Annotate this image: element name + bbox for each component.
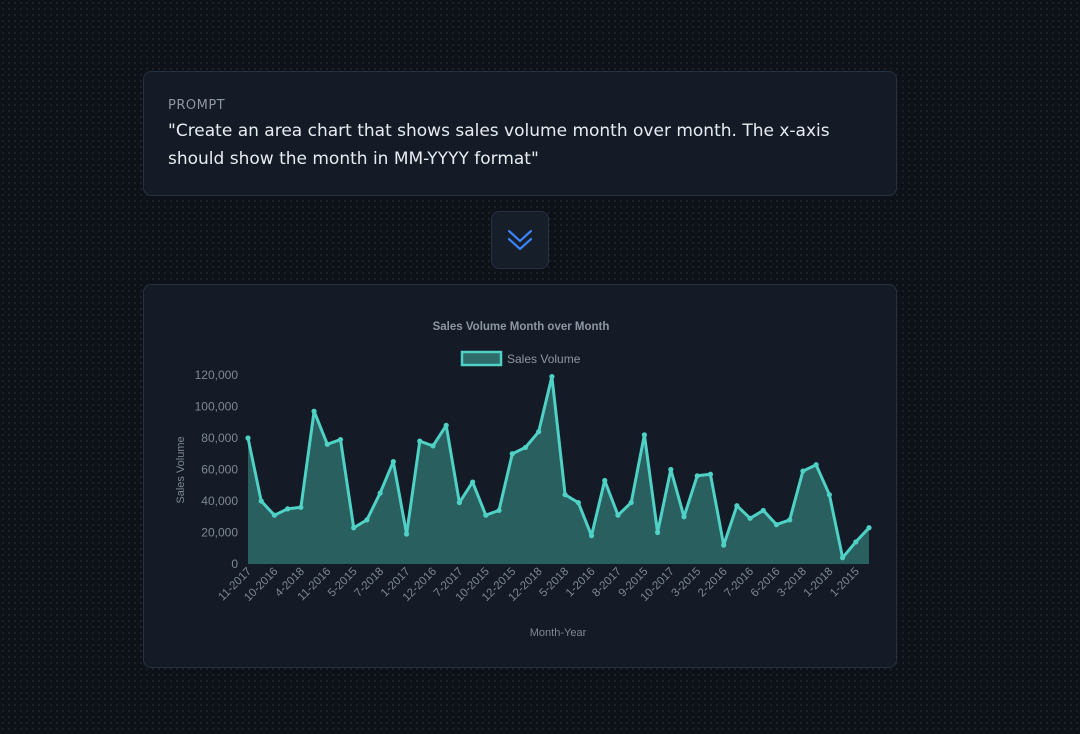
data-point[interactable]: [575, 499, 581, 506]
data-point[interactable]: [522, 444, 529, 451]
data-point[interactable]: [417, 438, 423, 444]
y-axis: 0 20,000 40,000 60,000 80,000 100,000 120,000: [195, 368, 239, 571]
data-point[interactable]: [364, 517, 370, 523]
data-point[interactable]: [866, 525, 872, 531]
data-point[interactable]: [602, 477, 608, 484]
data-points: [245, 373, 872, 561]
transition-arrow: [491, 211, 549, 269]
data-point[interactable]: [813, 462, 819, 468]
x-axis: 11-201710-20164-201811-20165-20157-20181…: [216, 566, 862, 604]
y-tick-label: 0: [231, 557, 238, 571]
data-point[interactable]: [694, 473, 700, 479]
data-point[interactable]: [681, 514, 687, 520]
prompt-label: PROMPT: [168, 98, 226, 113]
data-point[interactable]: [747, 515, 753, 521]
data-point[interactable]: [456, 499, 463, 506]
data-point[interactable]: [760, 507, 766, 514]
data-point[interactable]: [536, 429, 542, 435]
data-point[interactable]: [298, 504, 304, 510]
chart-card: Sales Volume Month over Month Sales Volu…: [143, 284, 897, 668]
y-tick-label: 100,000: [195, 400, 239, 414]
data-point[interactable]: [258, 498, 264, 504]
data-point[interactable]: [588, 533, 595, 539]
data-point[interactable]: [641, 432, 647, 438]
chart-title: Sales Volume Month over Month: [433, 321, 610, 333]
data-point[interactable]: [337, 436, 344, 443]
data-point[interactable]: [707, 471, 714, 477]
data-point[interactable]: [853, 539, 859, 545]
data-point[interactable]: [615, 512, 621, 518]
data-point[interactable]: [245, 435, 251, 441]
data-point[interactable]: [668, 466, 674, 473]
y-tick-label: 80,000: [201, 431, 238, 445]
prompt-text: "Create an area chart that shows sales v…: [168, 121, 830, 169]
data-point[interactable]: [496, 507, 502, 514]
legend-label[interactable]: Sales Volume: [507, 352, 581, 366]
data-point[interactable]: [734, 503, 740, 509]
data-point[interactable]: [562, 492, 568, 498]
prompt-card: PROMPT "Create an area chart that shows …: [143, 71, 897, 196]
data-point[interactable]: [443, 422, 449, 428]
data-point[interactable]: [773, 522, 780, 528]
y-tick-label: 120,000: [195, 368, 239, 382]
y-tick-label: 60,000: [201, 463, 238, 477]
data-point[interactable]: [377, 490, 383, 496]
data-point[interactable]: [483, 512, 489, 518]
double-chevron-down-icon: [507, 229, 533, 251]
data-point[interactable]: [654, 529, 661, 536]
x-tick-label: 1-2015: [828, 566, 862, 600]
data-point[interactable]: [826, 492, 832, 498]
data-point[interactable]: [390, 459, 396, 465]
data-point[interactable]: [721, 542, 727, 548]
legend-swatch[interactable]: [460, 350, 503, 367]
y-tick-label: 40,000: [201, 494, 238, 508]
y-axis-title: Sales Volume: [175, 436, 187, 503]
data-point[interactable]: [430, 443, 436, 449]
data-point[interactable]: [628, 499, 634, 506]
area-fill: [248, 376, 869, 564]
data-point[interactable]: [549, 373, 555, 380]
series-line: [246, 375, 871, 560]
data-point[interactable]: [351, 525, 357, 531]
data-point[interactable]: [509, 451, 515, 457]
data-point[interactable]: [839, 555, 846, 561]
data-point[interactable]: [285, 506, 291, 512]
data-point[interactable]: [787, 517, 793, 523]
data-point[interactable]: [800, 468, 806, 474]
x-axis-title: Month-Year: [530, 627, 587, 639]
data-point[interactable]: [324, 441, 330, 447]
data-point[interactable]: [271, 512, 278, 518]
data-point[interactable]: [403, 531, 410, 537]
area-chart: Sales Volume Month over Month Sales Volu…: [175, 321, 872, 639]
data-point[interactable]: [311, 408, 317, 414]
y-tick-label: 20,000: [201, 526, 238, 540]
data-point[interactable]: [470, 479, 476, 485]
